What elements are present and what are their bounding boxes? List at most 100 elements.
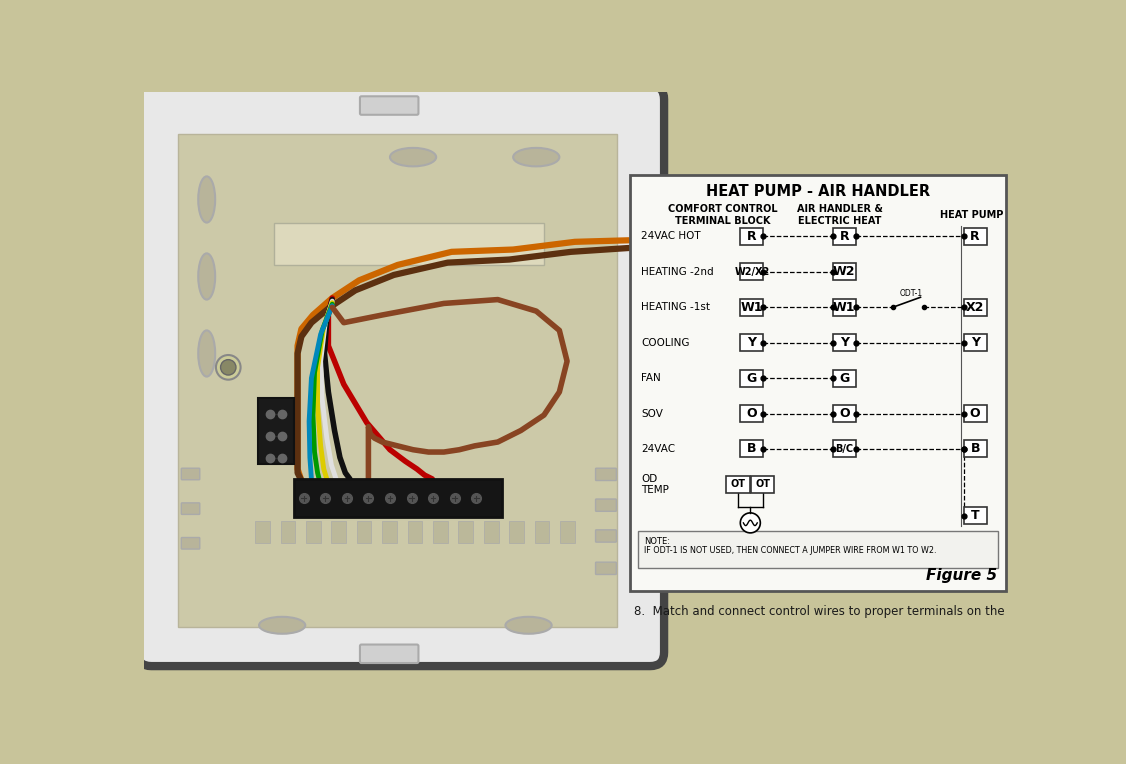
Bar bbox=[964, 334, 986, 351]
Bar bbox=[306, 521, 321, 543]
FancyBboxPatch shape bbox=[360, 96, 419, 115]
Text: ODT-1: ODT-1 bbox=[900, 289, 923, 298]
Text: HEATING -2nd: HEATING -2nd bbox=[641, 267, 714, 277]
FancyBboxPatch shape bbox=[360, 645, 419, 663]
Text: OD
TEMP: OD TEMP bbox=[641, 474, 669, 495]
FancyBboxPatch shape bbox=[181, 538, 199, 549]
Text: R: R bbox=[747, 230, 757, 243]
Ellipse shape bbox=[198, 254, 215, 299]
Text: SOV: SOV bbox=[641, 409, 663, 419]
Bar bbox=[833, 441, 856, 458]
Text: HEAT PUMP - AIR HANDLER: HEAT PUMP - AIR HANDLER bbox=[706, 184, 930, 199]
Text: B/C: B/C bbox=[835, 444, 854, 454]
Text: OT: OT bbox=[731, 479, 745, 490]
Bar bbox=[275, 222, 544, 265]
Bar bbox=[740, 299, 763, 316]
Text: HEATING -1st: HEATING -1st bbox=[641, 303, 711, 312]
Bar bbox=[964, 299, 986, 316]
Bar bbox=[833, 334, 856, 351]
Text: R: R bbox=[971, 230, 980, 243]
Bar bbox=[740, 441, 763, 458]
Bar bbox=[964, 507, 986, 524]
Ellipse shape bbox=[390, 148, 436, 167]
Bar bbox=[964, 441, 986, 458]
Text: 8.  Match and connect control wires to proper terminals on the: 8. Match and connect control wires to pr… bbox=[634, 604, 1004, 617]
Bar bbox=[833, 228, 856, 245]
Circle shape bbox=[221, 360, 236, 375]
Bar bbox=[964, 405, 986, 422]
Bar bbox=[638, 530, 999, 568]
Text: O: O bbox=[839, 407, 850, 420]
Text: R: R bbox=[840, 230, 849, 243]
Text: Y: Y bbox=[971, 336, 980, 349]
Bar bbox=[294, 479, 501, 517]
Text: Y: Y bbox=[748, 336, 757, 349]
Text: W2/X2: W2/X2 bbox=[734, 267, 769, 277]
Bar bbox=[382, 521, 396, 543]
Bar bbox=[740, 228, 763, 245]
Text: O: O bbox=[969, 407, 981, 420]
Bar bbox=[258, 398, 295, 464]
Text: 24VAC: 24VAC bbox=[641, 444, 676, 454]
Ellipse shape bbox=[198, 330, 215, 377]
FancyBboxPatch shape bbox=[181, 468, 199, 480]
Text: G: G bbox=[839, 371, 849, 384]
Text: O: O bbox=[747, 407, 757, 420]
Bar bbox=[964, 228, 986, 245]
Text: W1: W1 bbox=[833, 301, 856, 314]
Text: OT: OT bbox=[756, 479, 770, 490]
Circle shape bbox=[216, 355, 241, 380]
Bar bbox=[256, 521, 270, 543]
Text: FAN: FAN bbox=[641, 373, 661, 383]
Ellipse shape bbox=[259, 617, 305, 634]
Bar bbox=[458, 521, 473, 543]
FancyBboxPatch shape bbox=[596, 562, 616, 575]
Text: B: B bbox=[748, 442, 757, 455]
Ellipse shape bbox=[198, 176, 215, 222]
Bar bbox=[178, 134, 617, 626]
Text: X2: X2 bbox=[966, 301, 984, 314]
Text: G: G bbox=[747, 371, 757, 384]
Bar bbox=[631, 175, 1006, 591]
Bar bbox=[280, 521, 295, 543]
Bar bbox=[560, 521, 574, 543]
Bar bbox=[740, 264, 763, 280]
Bar bbox=[331, 521, 346, 543]
FancyBboxPatch shape bbox=[596, 529, 616, 542]
Circle shape bbox=[740, 513, 760, 533]
Text: 24VAC HOT: 24VAC HOT bbox=[641, 231, 700, 241]
Bar bbox=[751, 476, 775, 493]
Text: HEAT PUMP: HEAT PUMP bbox=[939, 210, 1003, 220]
Text: Y: Y bbox=[840, 336, 849, 349]
FancyBboxPatch shape bbox=[596, 468, 616, 481]
Text: IF ODT-1 IS NOT USED, THEN CONNECT A JUMPER WIRE FROM W1 TO W2.: IF ODT-1 IS NOT USED, THEN CONNECT A JUM… bbox=[644, 546, 937, 555]
Text: Figure 5: Figure 5 bbox=[926, 568, 997, 583]
Ellipse shape bbox=[513, 148, 560, 167]
Bar bbox=[509, 521, 524, 543]
Bar bbox=[740, 334, 763, 351]
Bar bbox=[833, 264, 856, 280]
Text: NOTE:: NOTE: bbox=[644, 537, 670, 545]
Bar bbox=[535, 521, 549, 543]
Bar bbox=[357, 521, 372, 543]
Text: COOLING: COOLING bbox=[641, 338, 689, 348]
Ellipse shape bbox=[506, 617, 552, 634]
Bar bbox=[740, 370, 763, 387]
FancyBboxPatch shape bbox=[181, 503, 199, 514]
Bar bbox=[833, 370, 856, 387]
Text: W1: W1 bbox=[741, 301, 763, 314]
Text: T: T bbox=[971, 510, 980, 523]
Text: B: B bbox=[971, 442, 980, 455]
Text: COMFORT CONTROL
TERMINAL BLOCK: COMFORT CONTROL TERMINAL BLOCK bbox=[668, 204, 777, 225]
Bar bbox=[740, 405, 763, 422]
Bar bbox=[833, 299, 856, 316]
FancyBboxPatch shape bbox=[137, 86, 664, 666]
FancyBboxPatch shape bbox=[596, 499, 616, 511]
Text: AIR HANDLER &
ELECTRIC HEAT: AIR HANDLER & ELECTRIC HEAT bbox=[797, 204, 883, 225]
Bar bbox=[833, 405, 856, 422]
Bar bbox=[484, 521, 499, 543]
Bar bbox=[408, 521, 422, 543]
Text: W2: W2 bbox=[833, 265, 856, 278]
Bar bbox=[434, 521, 448, 543]
Bar bbox=[726, 476, 750, 493]
